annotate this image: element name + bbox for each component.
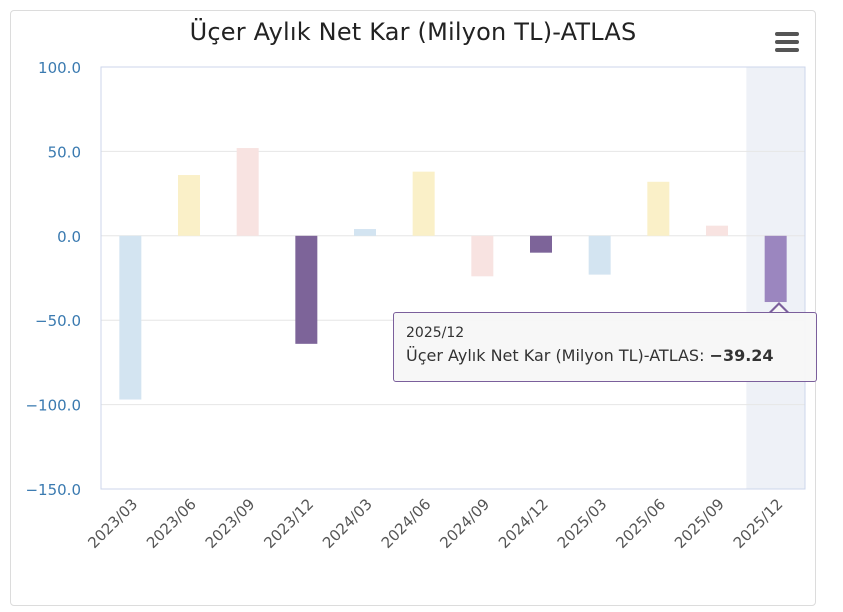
bar <box>178 175 200 236</box>
tooltip-value: −39.24 <box>709 346 774 365</box>
bar <box>119 235 142 400</box>
x-tick-label: 2023/12 <box>260 495 317 552</box>
bar <box>412 171 435 236</box>
x-tick-label: 2024/09 <box>436 495 493 552</box>
bar <box>530 235 552 253</box>
y-tick-label: −100.0 <box>25 397 81 415</box>
x-tick-label: 2024/03 <box>319 495 376 552</box>
plot-frame <box>100 66 806 490</box>
tooltip-pointer-fill <box>770 305 788 314</box>
y-tick-label: 100.0 <box>38 59 81 77</box>
x-tick-label: 2023/03 <box>84 495 141 552</box>
x-tick-label: 2024/12 <box>495 495 552 552</box>
bar <box>295 235 318 344</box>
x-tick-label: 2024/06 <box>378 495 435 552</box>
chart-title: Üçer Aylık Net Kar (Milyon TL)-ATLAS <box>189 18 637 46</box>
x-tick-label: 2025/06 <box>612 495 669 552</box>
tooltip-line: Üçer Aylık Net Kar (Milyon TL)-ATLAS: −3… <box>406 346 774 365</box>
bar <box>647 181 670 236</box>
bar <box>764 235 787 303</box>
bar <box>706 225 728 236</box>
y-tick-label: −150.0 <box>25 481 81 499</box>
tooltip-date: 2025/12 <box>406 325 465 341</box>
x-tick-label: 2025/12 <box>730 495 787 552</box>
x-tick-label: 2025/03 <box>554 495 611 552</box>
y-tick-label: 0.0 <box>57 228 81 246</box>
y-tick-label: 50.0 <box>48 143 81 161</box>
chart-card <box>10 10 816 606</box>
tooltip: 2025/12 Üçer Aylık Net Kar (Milyon TL)-A… <box>393 312 817 382</box>
x-tick-label: 2025/09 <box>671 495 728 552</box>
bar <box>588 235 611 275</box>
bar <box>354 229 376 236</box>
hamburger-menu-icon[interactable] <box>772 30 802 54</box>
x-tick-label: 2023/09 <box>202 495 259 552</box>
bar <box>471 235 494 277</box>
bar <box>236 148 259 236</box>
tooltip-series-label: Üçer Aylık Net Kar (Milyon TL)-ATLAS: <box>406 346 710 365</box>
y-tick-label: −50.0 <box>35 312 81 330</box>
x-tick-label: 2023/06 <box>143 495 200 552</box>
